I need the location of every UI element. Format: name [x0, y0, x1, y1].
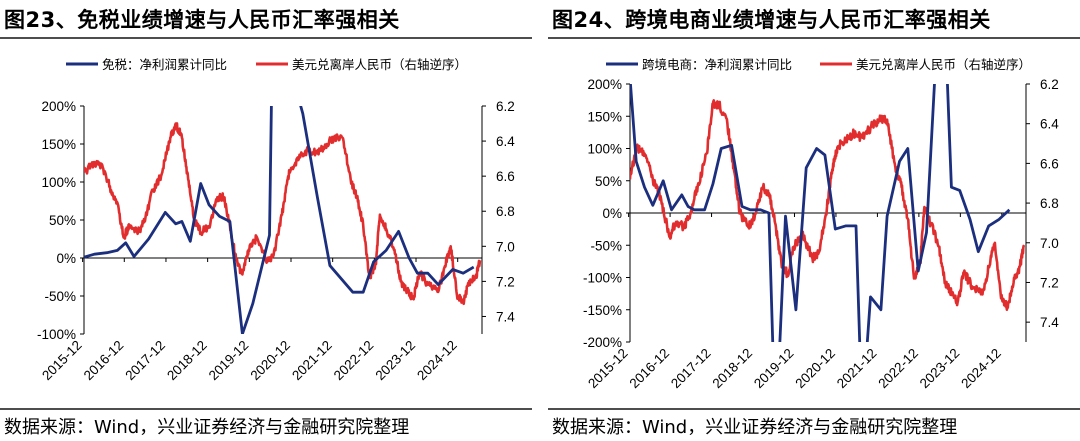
title-rule [548, 37, 1080, 39]
x-tick-label: 2016-12 [627, 346, 673, 392]
legend-label-usdcnh: 美元兑离岸人民币（右轴逆序） [856, 57, 1031, 72]
x-tick-label: 2017-12 [122, 338, 168, 384]
y-left-tick-label: -50% [44, 289, 76, 304]
y-right-tick-label: 6.2 [496, 99, 515, 114]
y-right-tick-label: 6.4 [496, 134, 515, 149]
legend-label-usdcnh: 美元兑离岸人民币（右轴逆序） [292, 57, 467, 72]
series-usdcnh-line [84, 122, 482, 306]
title-rule [0, 37, 532, 39]
y-right-tick-label: 7.4 [1040, 315, 1059, 330]
figure-23: 图23、免税业绩增速与人民币汇率强相关 免税：净利润累计同比 美元兑离岸人民币（右… [0, 0, 532, 441]
x-tick-label: 2023-12 [372, 338, 418, 384]
y-left-tick-label: 50% [595, 174, 622, 189]
x-tick-label: 2018-12 [164, 338, 210, 384]
y-left-tick-label: 200% [587, 77, 622, 92]
x-tick-label: 2016-12 [81, 338, 127, 384]
y-left-tick-label: 200% [41, 99, 76, 114]
source-rule [0, 408, 532, 410]
x-tick-label: 2021-12 [289, 338, 335, 384]
y-right-tick-label: 7.2 [1040, 275, 1059, 290]
x-tick-label: 2023-12 [917, 346, 963, 392]
chart-23: 免税：净利润累计同比 美元兑离岸人民币（右轴逆序） -100% -50% 0% 50% 10… [37, 57, 515, 384]
x-tick-label: 2021-12 [834, 346, 880, 392]
y-right-tick-label: 6.2 [1040, 77, 1059, 92]
x-tick-label: 2024-12 [958, 346, 1004, 392]
x-tick-label: 2015-12 [585, 346, 631, 392]
y-right-tick-label: 7.0 [496, 239, 515, 254]
y-left-tick-label: -100% [37, 327, 76, 342]
x-tick-label: 2022-12 [331, 338, 377, 384]
series-net-profit-line [84, 106, 475, 334]
y-left-tick-label: 150% [41, 137, 76, 152]
x-tick-label: 2017-12 [668, 346, 714, 392]
y-left-tick-label: 100% [587, 142, 622, 157]
figure-title: 图23、免税业绩增速与人民币汇率强相关 [4, 8, 400, 32]
data-source: 数据来源：Wind，兴业证券经济与金融研究院整理 [552, 417, 958, 438]
legend: 免税：净利润累计同比 美元兑离岸人民币（右轴逆序） [66, 57, 467, 72]
y-left-tick-label: -100% [583, 271, 622, 286]
y-right-tick-label: 6.8 [1040, 196, 1059, 211]
x-tick-label: 2015-12 [39, 338, 85, 384]
legend-label-net-profit: 免税：净利润累计同比 [102, 57, 227, 72]
y-left-tick-label: 50% [49, 213, 76, 228]
figure-24: 图24、跨境电商业绩增速与人民币汇率强相关 跨境电商：净利润累计同比 美元兑离岸人… [548, 0, 1080, 441]
data-source: 数据来源：Wind，兴业证券经济与金融研究院整理 [4, 417, 410, 438]
y-right-tick-label: 6.6 [1040, 156, 1059, 171]
y-left-tick-label: -50% [590, 238, 622, 253]
y-left-tick-label: 0% [56, 251, 76, 266]
series-net-profit-line [630, 84, 1011, 342]
y-right-tick-label: 6.8 [496, 204, 515, 219]
y-left-tick-label: 150% [587, 109, 622, 124]
y-left-tick-label: 0% [602, 206, 622, 221]
y-right-tick-label: 7.2 [496, 274, 515, 289]
y-right-tick-label: 7.4 [496, 309, 515, 324]
x-tick-label: 2018-12 [709, 346, 755, 392]
x-tick-label: 2019-12 [206, 338, 252, 384]
x-tick-label: 2022-12 [875, 346, 921, 392]
y-left-tick-label: -200% [583, 335, 622, 350]
source-rule [548, 408, 1080, 410]
legend-label-net-profit: 跨境电商：净利润累计同比 [642, 57, 792, 72]
series-usdcnh-line [630, 99, 1026, 311]
chart-24: 跨境电商：净利润累计同比 美元兑离岸人民币（右轴逆序） -200% -150% -100… [583, 57, 1059, 392]
y-right-tick-label: 6.4 [1040, 117, 1059, 132]
y-left-tick-label: 100% [41, 175, 76, 190]
y-right-tick-label: 7.0 [1040, 236, 1059, 251]
y-left-tick-label: -150% [583, 303, 622, 318]
x-tick-label: 2020-12 [247, 338, 293, 384]
legend: 跨境电商：净利润累计同比 美元兑离岸人民币（右轴逆序） [606, 57, 1031, 72]
x-tick-label: 2024-12 [414, 338, 460, 384]
x-tick-label: 2020-12 [792, 346, 838, 392]
figure-title: 图24、跨境电商业绩增速与人民币汇率强相关 [552, 8, 991, 32]
y-right-tick-label: 6.6 [496, 169, 515, 184]
x-tick-label: 2019-12 [751, 346, 797, 392]
